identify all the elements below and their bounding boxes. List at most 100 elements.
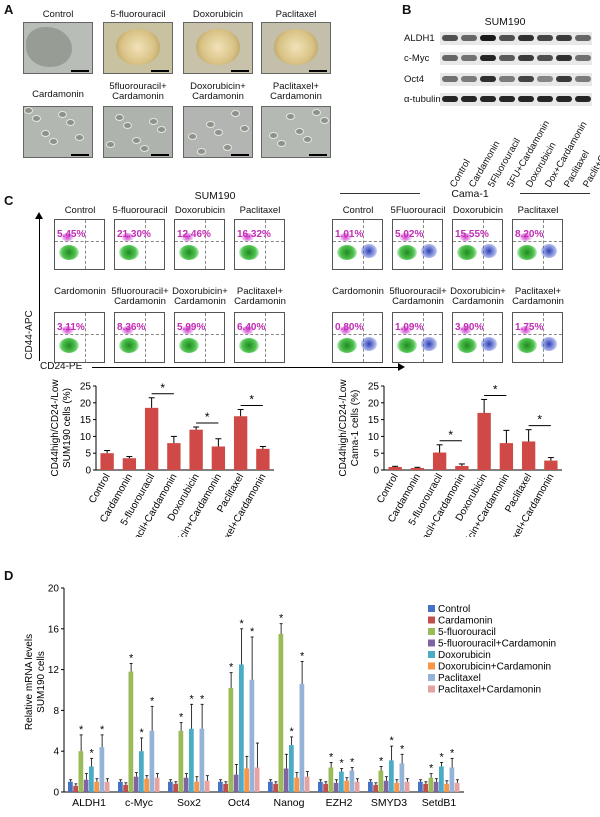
blot-row-label: c-Myc	[404, 53, 430, 64]
cell-population	[119, 338, 139, 353]
cell	[303, 136, 312, 143]
significance-star: *	[493, 382, 498, 396]
cell-population	[517, 338, 537, 353]
gate-percentage: 5.99%	[177, 322, 206, 333]
scale-bar	[231, 70, 249, 72]
significance-star: *	[448, 428, 453, 442]
significance-star: *	[200, 693, 205, 705]
quadrant-line	[55, 334, 104, 335]
flow-label: Paclitaxel+ Cardamonin	[222, 287, 298, 307]
cell	[240, 125, 249, 132]
cell-colony	[116, 29, 160, 65]
quadrant-line	[145, 220, 146, 269]
flow-label-line: Cardamonin	[392, 296, 444, 307]
quadrant-line	[393, 334, 442, 335]
flow-plot: 3.90%	[452, 312, 503, 363]
y-tick-label: 10	[368, 432, 380, 443]
cell-colony	[274, 29, 318, 65]
cell-population	[119, 245, 139, 260]
cell	[41, 130, 50, 137]
cd44-high-population	[459, 326, 472, 334]
blot-band	[499, 35, 515, 41]
bar	[183, 777, 189, 792]
bar	[432, 452, 447, 470]
quadrant-line	[235, 334, 284, 335]
significance-star: *	[379, 756, 384, 768]
legend-label: Cardamonin	[438, 616, 492, 627]
legend-swatch	[428, 616, 435, 624]
quadrant-line	[55, 241, 104, 242]
bar	[394, 782, 399, 792]
bar	[368, 781, 373, 792]
y-tick-label: 15	[80, 415, 92, 426]
legend-swatch	[428, 639, 435, 647]
blot-band	[537, 35, 553, 41]
cell-population	[179, 245, 199, 260]
flow-plot: 21.30%	[114, 219, 165, 270]
bar	[354, 781, 360, 792]
flow-label-line: 5Fluorouracil	[390, 205, 446, 216]
blot-band	[499, 76, 515, 82]
flow-label: Doxorubicin	[162, 206, 238, 216]
micro-label-r2: Doxorubicin+ Cardamonin	[180, 82, 256, 102]
micro-label-r1: Doxorubicin	[192, 9, 244, 20]
bar	[410, 467, 425, 470]
blot-band	[575, 35, 591, 41]
significance-star: *	[189, 693, 194, 705]
bar	[83, 779, 89, 792]
scale-bar	[309, 70, 327, 72]
cd24-population	[421, 244, 437, 258]
significance-star: *	[537, 413, 542, 427]
cell-population	[517, 245, 537, 260]
significance-star: *	[339, 758, 344, 770]
bar	[173, 783, 178, 792]
cd44-high-population	[241, 326, 254, 334]
y-tick-label: 5	[85, 449, 91, 460]
cell	[123, 122, 132, 129]
bar	[323, 783, 328, 792]
flow-label-line: Control	[64, 205, 96, 216]
panel-label-d: D	[4, 568, 14, 583]
flow-label-line: Doxorubicin+	[172, 286, 228, 297]
micro-label-r2-line: Cardamonin	[32, 89, 84, 100]
y-axis-label-line: CD44high/CD24-/Low	[50, 379, 61, 477]
quadrant-line	[205, 313, 206, 362]
cd44-high-population	[519, 233, 532, 241]
cell	[312, 109, 321, 116]
x-tick-label: Oct4	[228, 797, 250, 809]
x-tick-label: c-Myc	[125, 797, 153, 809]
flow-label-line: Cardamonin	[174, 296, 226, 307]
quadrant-line	[85, 220, 86, 269]
cd24-arrow-icon	[398, 363, 405, 371]
blot-band	[442, 35, 458, 41]
legend-swatch	[428, 662, 435, 670]
scale-bar	[151, 154, 169, 156]
bar	[454, 782, 460, 792]
cell-population	[337, 338, 357, 353]
bar	[73, 785, 78, 792]
cell	[320, 117, 329, 124]
y-tick-label: 12	[48, 665, 60, 676]
blot-band	[480, 55, 496, 61]
cama-title: Cama-1	[420, 188, 520, 200]
flow-plot: 8.36%	[114, 312, 165, 363]
bar	[144, 407, 159, 470]
gate-percentage: 1.75%	[515, 322, 544, 333]
bar	[199, 728, 205, 792]
flow-label: Cardomonin	[42, 287, 118, 297]
cell	[206, 121, 215, 128]
blot-band	[442, 55, 458, 61]
flow-label-line: Paclitaxel	[239, 205, 281, 216]
flow-label: Cardomonin	[320, 287, 396, 297]
micro-label-r2: Cardamonin	[20, 90, 96, 100]
blot-band	[556, 96, 572, 102]
cell-population	[179, 338, 199, 353]
flow-label: Doxorubicin	[440, 206, 516, 216]
bar	[139, 751, 144, 792]
blot-band	[575, 76, 591, 82]
legend-swatch	[428, 674, 435, 681]
bar	[283, 768, 289, 792]
legend-swatch	[428, 628, 435, 635]
micro-label-r1: Control	[42, 9, 74, 20]
micro-label-r2-line: 5fluorouracil+	[109, 81, 167, 92]
